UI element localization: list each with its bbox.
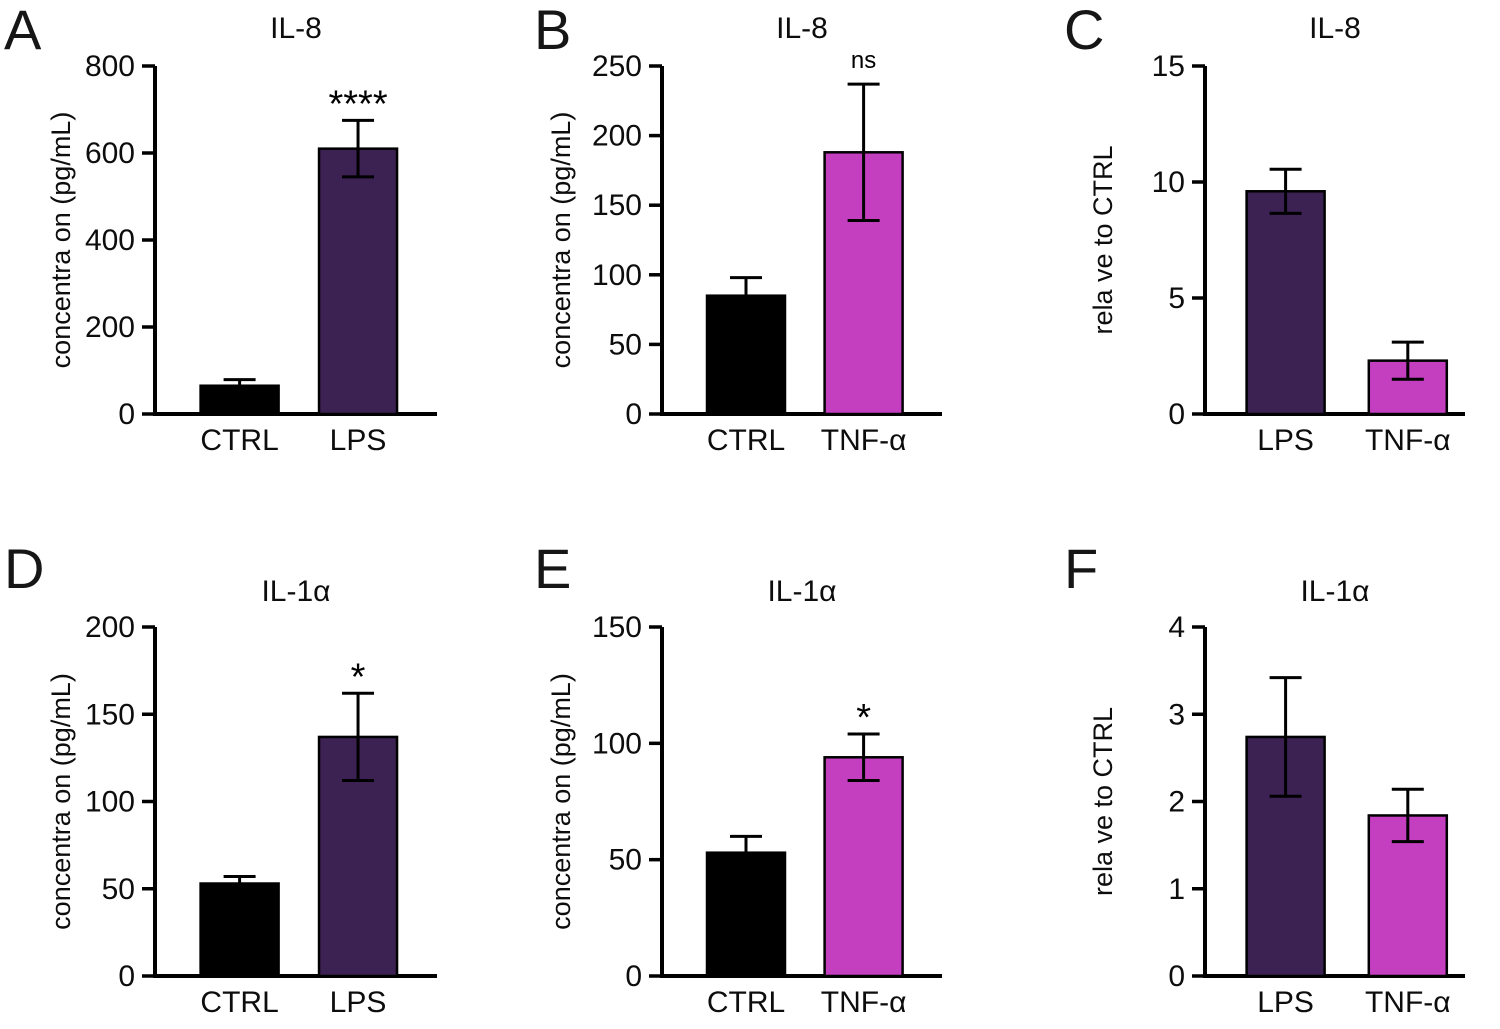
x-category-label: LPS — [1257, 986, 1314, 1019]
x-category-label: LPS — [1257, 424, 1314, 457]
y-tick-label: 600 — [85, 137, 135, 170]
y-tick-label: 2 — [1168, 786, 1185, 819]
panel-C: C IL-8 0 5 10 15 rela ve to CTRL LPS TNF-α — [1000, 0, 1500, 515]
panel-D-plot: 0 50 100 150 200 concentra on (pg/mL) CTRL LPS * — [46, 611, 437, 1019]
chart-title-E: IL-1α — [767, 575, 837, 608]
panel-E: E IL-1α 0 50 100 150 concentra on (pg/mL) CTR… — [500, 515, 1000, 1029]
panel-E-plot: 0 50 100 150 concentra on (pg/mL) CTRL TNF-α * — [546, 611, 942, 1019]
y-axis-label: concentra on (pg/mL) — [46, 112, 76, 369]
panel-letter-E: E — [534, 537, 572, 600]
chart-title-F: IL-1α — [1300, 575, 1370, 608]
significance-label: **** — [328, 83, 387, 125]
chart-title-C: IL-8 — [1309, 12, 1361, 45]
panel-B: B IL-8 0 50 100 150 200 250 concentra on (pg/m… — [500, 0, 1000, 515]
y-tick-label: 50 — [609, 328, 642, 361]
panel-A-plot: 0 200 400 600 800 concentra on (pg/mL) CTRL LPS… — [46, 50, 437, 457]
panel-F: F IL-1α 0 1 2 3 4 rela ve to CTRL LPS TNF-α — [1000, 515, 1500, 1029]
panel-letter-D: D — [4, 537, 45, 600]
y-tick-label: 50 — [609, 844, 642, 877]
y-tick-label: 0 — [625, 398, 642, 431]
y-tick-label: 150 — [592, 611, 642, 644]
panel-B-plot: 0 50 100 150 200 250 concentra on (pg/mL) CTRL T… — [546, 47, 942, 457]
significance-label: * — [351, 656, 366, 698]
panel-letter-F: F — [1064, 537, 1099, 600]
y-tick-label: 200 — [85, 611, 135, 644]
bar — [317, 147, 399, 416]
bar — [705, 294, 787, 416]
y-tick-label: 3 — [1168, 698, 1185, 731]
chart-title-D: IL-1α — [261, 575, 331, 608]
y-tick-label: 250 — [592, 50, 642, 83]
y-tick-label: 800 — [85, 50, 135, 83]
x-category-label: LPS — [330, 986, 387, 1019]
y-tick-label: 200 — [592, 120, 642, 153]
y-axis-label: concentra on (pg/mL) — [546, 673, 576, 930]
y-tick-label: 50 — [102, 873, 135, 906]
y-tick-label: 100 — [85, 786, 135, 819]
x-category-label: LPS — [330, 424, 387, 457]
y-tick-label: 100 — [592, 259, 642, 292]
chart-title-B: IL-8 — [776, 12, 828, 45]
x-category-label: TNF-α — [1365, 986, 1451, 1019]
panel-letter-B: B — [534, 0, 572, 61]
y-tick-label: 10 — [1152, 166, 1185, 199]
y-axis-label: concentra on (pg/mL) — [546, 112, 576, 369]
x-category-label: CTRL — [707, 986, 785, 1019]
y-tick-label: 0 — [1168, 960, 1185, 993]
panel-D: D IL-1α 0 50 100 150 200 concentra on (pg/mL)… — [0, 515, 500, 1029]
y-axis-label: rela ve to CTRL — [1088, 145, 1118, 334]
y-tick-label: 200 — [85, 311, 135, 344]
x-category-label: CTRL — [200, 986, 278, 1019]
y-axis-label: rela ve to CTRL — [1088, 707, 1118, 896]
bar — [705, 851, 787, 978]
y-tick-label: 150 — [85, 698, 135, 731]
y-tick-label: 0 — [1168, 398, 1185, 431]
bar — [823, 756, 904, 978]
y-tick-label: 1 — [1168, 873, 1185, 906]
panel-F-plot: 0 1 2 3 4 rela ve to CTRL LPS TNF-α — [1088, 611, 1465, 1019]
x-category-label: TNF-α — [1365, 424, 1451, 457]
panel-letter-A: A — [4, 0, 42, 61]
y-tick-label: 0 — [625, 960, 642, 993]
y-tick-label: 400 — [85, 224, 135, 257]
y-tick-label: 4 — [1168, 611, 1185, 644]
y-tick-label: 15 — [1152, 50, 1185, 83]
bar — [199, 882, 280, 978]
panel-C-plot: 0 5 10 15 rela ve to CTRL LPS TNF-α — [1088, 50, 1465, 457]
panel-A: A IL-8 0 200 400 600 800 concentra on (pg/mL)… — [0, 0, 500, 515]
y-tick-label: 0 — [118, 960, 135, 993]
y-tick-label: 100 — [592, 727, 642, 760]
x-category-label: TNF-α — [821, 424, 907, 457]
x-category-label: CTRL — [707, 424, 785, 457]
bar — [199, 384, 280, 416]
y-tick-label: 5 — [1168, 282, 1185, 315]
y-axis-label: concentra on (pg/mL) — [46, 673, 76, 930]
chart-title-A: IL-8 — [270, 12, 322, 45]
significance-label: * — [856, 697, 871, 739]
x-category-label: CTRL — [200, 424, 278, 457]
y-tick-label: 150 — [592, 189, 642, 222]
significance-label: ns — [851, 47, 876, 74]
x-category-label: TNF-α — [821, 986, 907, 1019]
y-tick-label: 0 — [118, 398, 135, 431]
bar — [1245, 190, 1326, 416]
panel-letter-C: C — [1064, 0, 1105, 61]
